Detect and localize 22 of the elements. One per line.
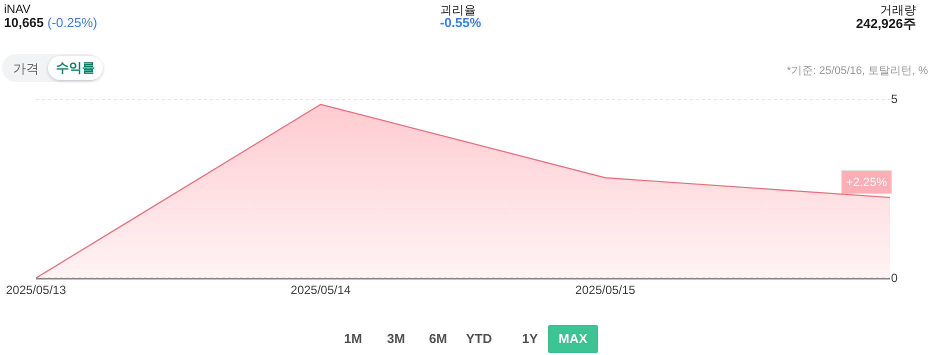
text: 괴리율 xyxy=(440,2,476,18)
x-tick-label: 2025/05/13 xyxy=(6,282,66,297)
x-tick-label: 2025/05/15 xyxy=(575,282,636,297)
text: 6M xyxy=(428,330,448,348)
y-tick-label: 0 xyxy=(891,271,898,286)
text: 수익률 xyxy=(48,56,103,80)
text: MAX xyxy=(548,325,598,353)
text: YTD xyxy=(466,330,492,348)
text: iNAV xyxy=(4,2,30,16)
text: 242,926주 xyxy=(856,16,916,33)
text: 1M xyxy=(342,330,364,348)
y-tick-label: 5 xyxy=(891,92,898,106)
x-tick-label: 2025/05/14 xyxy=(290,282,352,297)
text: (-0.25%) xyxy=(47,15,98,30)
text: 1Y xyxy=(521,330,539,348)
text: *기준: 25/05/16, 토탈리턴, % xyxy=(786,64,928,78)
text: 거래량 xyxy=(880,2,916,18)
text: 3M xyxy=(386,330,406,348)
text: -0.55% xyxy=(440,15,482,30)
text: 10,665 xyxy=(4,15,45,30)
text: 가격 xyxy=(13,60,39,78)
data-label: +2.25% xyxy=(846,175,888,189)
